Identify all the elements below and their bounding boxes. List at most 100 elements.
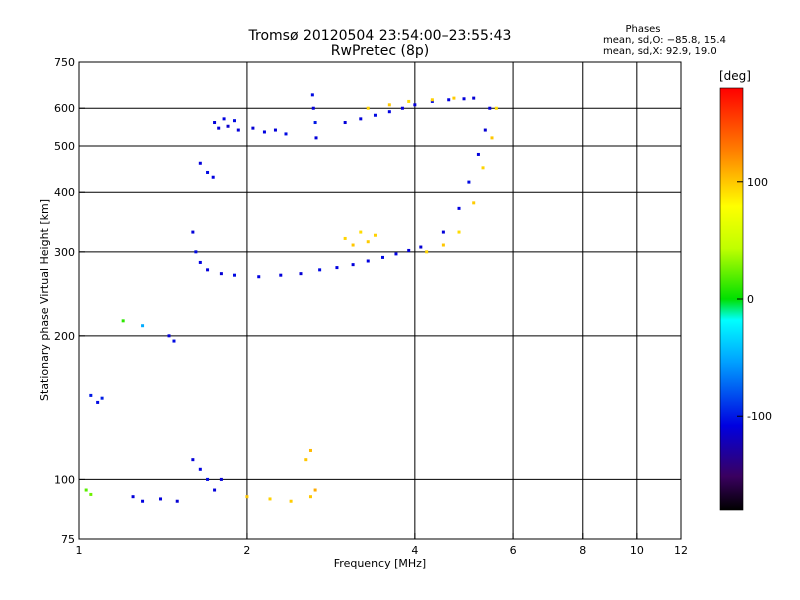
y-tick-label: 750 [54,56,75,69]
echo-point [222,117,226,121]
echo-point [351,243,355,247]
echo-point [308,448,312,452]
echo-point [430,99,434,103]
echo-point [198,260,202,264]
echo-point [84,488,88,492]
echo-point [343,121,347,125]
echo-point [311,106,315,110]
echo-point [441,230,445,234]
echo-point [206,268,210,272]
echo-point [217,126,221,130]
echo-point [159,497,163,501]
stats-line-o: mean, sd,O: −85.8, 15.4 [603,35,726,46]
echo-point [299,272,303,276]
echo-point [89,492,93,496]
stats-line-x: mean, sd,X: 92.9, 19.0 [603,46,717,57]
y-tick-label: 100 [54,473,75,486]
echo-point [481,166,485,170]
echo-point [284,132,288,136]
echo-point [430,98,434,102]
colorbar-tick-label: 0 [747,293,754,306]
echo-point [213,488,217,492]
echo-point [273,128,277,132]
x-tick-label: 6 [510,544,517,557]
colorbar-tick-label: -100 [747,410,772,423]
echo-point [351,263,355,267]
echo-point [488,106,492,110]
echo-point [191,230,195,234]
echo-point [175,499,179,503]
echo-point [226,124,230,128]
echo-point [335,266,339,270]
echo-point [366,259,370,263]
echo-point [213,121,217,125]
echo-point [400,106,404,110]
echo-point [206,477,210,481]
echo-point [141,499,145,503]
echo-point [343,236,347,240]
stats-title: Phases [625,24,660,35]
colorbar-tick-label: 100 [747,176,768,189]
echo-point [211,175,215,179]
echo-point [476,152,480,156]
echo-point [131,495,135,499]
echo-point [380,255,384,259]
chart-subtitle: RwPretec (8p) [331,43,429,59]
echo-point [359,230,363,234]
colorbar-label: [deg] [719,69,751,83]
echo-point [447,98,451,102]
echo-point [457,206,461,210]
echo-point [387,103,391,107]
y-tick-label: 300 [54,246,75,259]
echo-point [245,495,249,499]
x-tick-label: 12 [674,544,688,557]
x-tick-label: 2 [243,544,250,557]
echo-point [425,250,429,254]
plot-area [78,61,682,540]
echo-point [100,396,104,400]
y-tick-label: 500 [54,140,75,153]
echo-point [359,117,363,121]
echo-point [313,121,317,125]
echo-point [387,110,391,114]
echo-point [373,233,377,237]
echo-point [394,252,398,256]
chart-title: Tromsø 20120504 23:54:00–23:55:43 [248,28,512,44]
y-tick-label: 200 [54,330,75,343]
y-tick-label: 600 [54,102,75,115]
echo-point [206,170,210,174]
echo-point [141,324,145,328]
echo-point [232,273,236,277]
echo-point [366,240,370,244]
echo-point [313,488,317,492]
echo-point [198,467,202,471]
x-tick-label: 10 [630,544,644,557]
echo-point [483,128,487,132]
echo-point [219,477,223,481]
echo-point [467,180,471,184]
y-tick-label: 400 [54,186,75,199]
echo-point [452,96,456,100]
echo-point [494,106,498,110]
echo-point [232,119,236,123]
echo-point [268,497,272,501]
echo-point [257,275,261,279]
echo-point [172,339,176,343]
echo-point [308,495,312,499]
echo-point [472,96,476,100]
x-tick-label: 8 [579,544,586,557]
y-tick-label: 75 [61,533,75,546]
echo-point [289,499,293,503]
echo-point [198,161,202,165]
echo-point [121,319,125,323]
echo-point [419,245,423,249]
y-axis-label: Stationary phase Virtual Height [km] [38,199,51,401]
x-axis-label: Frequency [MHz] [334,557,426,570]
echo-point [407,99,411,103]
echo-point [462,97,466,101]
x-tick-label: 4 [411,544,418,557]
echo-point [279,273,283,277]
echo-point [314,136,318,140]
echo-point [441,243,445,247]
